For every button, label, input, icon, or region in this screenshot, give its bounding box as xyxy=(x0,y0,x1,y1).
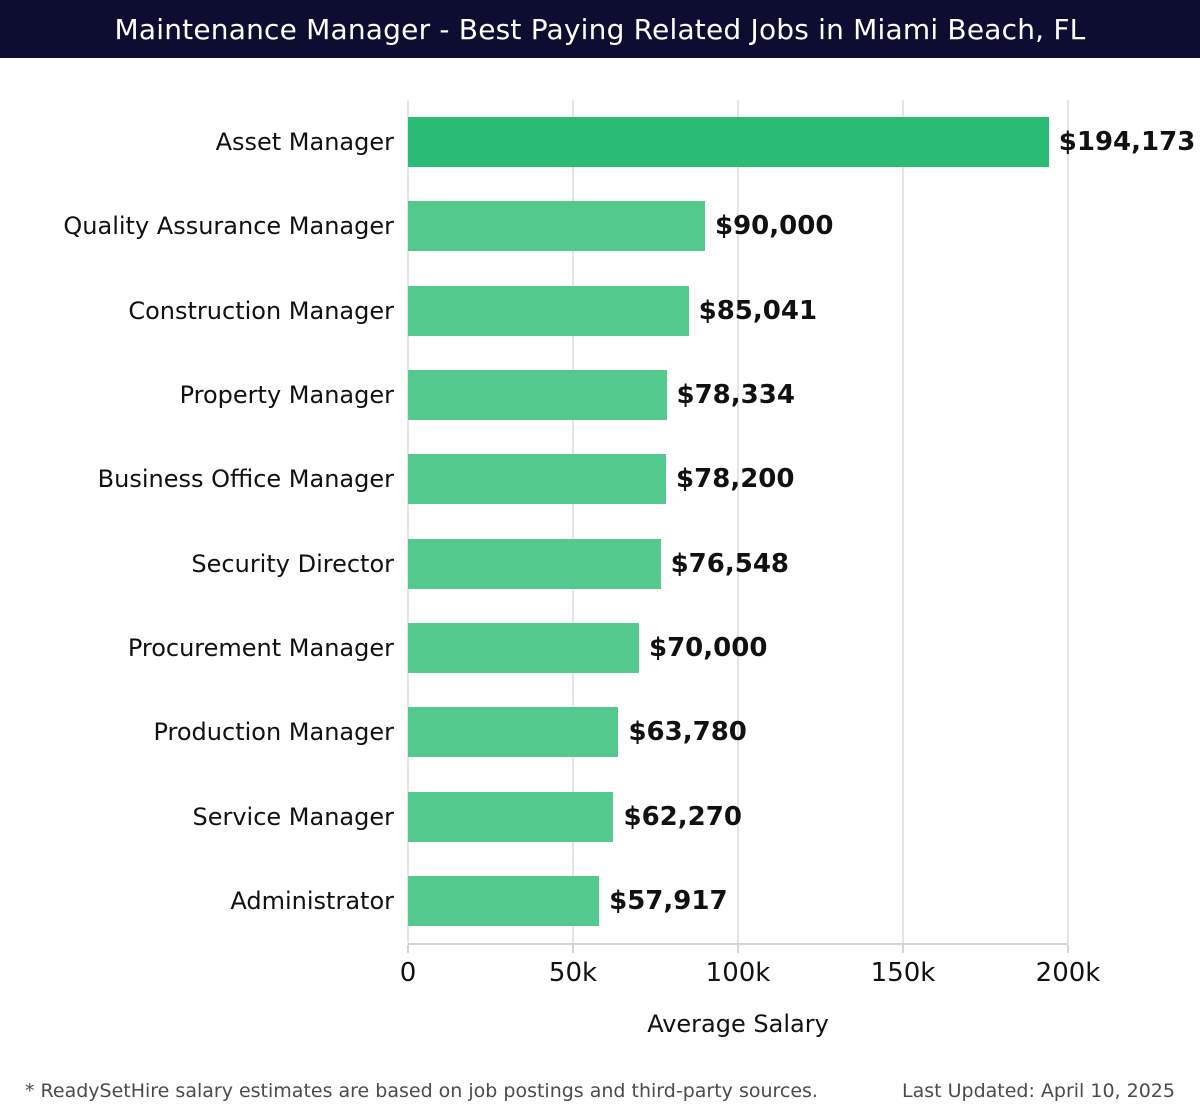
category-label: Security Director xyxy=(191,549,394,578)
bar-track: $70,000 xyxy=(408,606,1200,690)
chart-row: Construction Manager $85,041 xyxy=(0,269,1200,353)
bar xyxy=(408,201,705,252)
tick-mark xyxy=(572,945,574,953)
plot-area xyxy=(407,100,1069,953)
category-label: Business Office Manager xyxy=(97,465,394,494)
value-label: $78,200 xyxy=(676,464,795,495)
chart-row: Production Manager $63,780 xyxy=(0,690,1200,774)
footnote: * ReadySetHire salary estimates are base… xyxy=(25,1080,818,1102)
bar-track: $78,200 xyxy=(408,437,1200,521)
gridline xyxy=(737,100,739,943)
tick-mark xyxy=(407,945,409,953)
value-label: $57,917 xyxy=(609,885,728,916)
bar-track: $90,000 xyxy=(408,184,1200,268)
last-updated: Last Updated: April 10, 2025 xyxy=(901,1080,1175,1102)
value-label: $78,334 xyxy=(676,380,795,411)
bar-track: $76,548 xyxy=(408,521,1200,605)
bar-track: $63,780 xyxy=(408,690,1200,774)
chart-row: Quality Assurance Manager $90,000 xyxy=(0,184,1200,268)
gridline xyxy=(902,100,904,943)
tick-label: 50k xyxy=(548,958,598,988)
x-axis-tick-labels: 0 50k 100k 150k 200k xyxy=(400,958,1101,992)
chart-row: Service Manager $62,270 xyxy=(0,774,1200,858)
bar xyxy=(408,538,661,589)
category-label: Procurement Manager xyxy=(127,633,394,662)
bar xyxy=(408,707,619,758)
tick-mark xyxy=(902,945,904,953)
gridline xyxy=(407,100,409,943)
bar xyxy=(408,117,1049,168)
chart-row: Property Manager $78,334 xyxy=(0,353,1200,437)
bar-track: $62,270 xyxy=(408,774,1200,858)
x-axis-title: Average Salary xyxy=(647,1010,829,1038)
value-label: $70,000 xyxy=(649,632,768,663)
bar xyxy=(408,370,667,421)
footer: * ReadySetHire salary estimates are base… xyxy=(25,1080,1175,1102)
title-bar: Maintenance Manager - Best Paying Relate… xyxy=(0,0,1200,58)
bar-rows: Asset Manager $194,173 Quality Assurance M… xyxy=(0,100,1200,943)
value-label: $85,041 xyxy=(698,295,818,326)
value-label: $62,270 xyxy=(623,801,742,832)
category-label: Property Manager xyxy=(179,381,394,410)
tick-label: 100k xyxy=(705,958,771,988)
value-label: $194,173 xyxy=(1058,127,1196,158)
tick-mark xyxy=(737,945,739,953)
bar xyxy=(408,791,614,842)
category-label: Quality Assurance Manager xyxy=(63,212,394,241)
tick-mark xyxy=(1067,945,1069,953)
tick-label: 0 xyxy=(399,958,417,988)
value-label: $90,000 xyxy=(715,211,834,242)
tick-label: 150k xyxy=(870,958,936,988)
value-label: $63,780 xyxy=(628,717,747,748)
category-label: Construction Manager xyxy=(128,296,394,325)
bar xyxy=(408,875,600,926)
bar-track: $57,917 xyxy=(408,859,1200,943)
category-label: Administrator xyxy=(230,886,394,915)
chart-title: Maintenance Manager - Best Paying Relate… xyxy=(114,12,1086,46)
tick-label: 200k xyxy=(1035,958,1101,988)
bar xyxy=(408,454,667,505)
bar xyxy=(408,622,639,673)
value-label: $76,548 xyxy=(670,548,790,579)
bar xyxy=(408,285,689,336)
category-label: Production Manager xyxy=(153,718,394,747)
category-label: Service Manager xyxy=(192,802,394,831)
chart-row: Procurement Manager $70,000 xyxy=(0,606,1200,690)
gridline xyxy=(1067,100,1069,943)
chart-row: Asset Manager $194,173 xyxy=(0,100,1200,184)
bar-track: $194,173 xyxy=(408,100,1200,184)
chart-row: Administrator $57,917 xyxy=(0,859,1200,943)
bar-track: $85,041 xyxy=(408,269,1200,353)
category-label: Asset Manager xyxy=(215,128,394,157)
chart-row: Security Director $76,548 xyxy=(0,521,1200,605)
bar-track: $78,334 xyxy=(408,353,1200,437)
chart-row: Business Office Manager $78,200 xyxy=(0,437,1200,521)
gridline xyxy=(572,100,574,943)
